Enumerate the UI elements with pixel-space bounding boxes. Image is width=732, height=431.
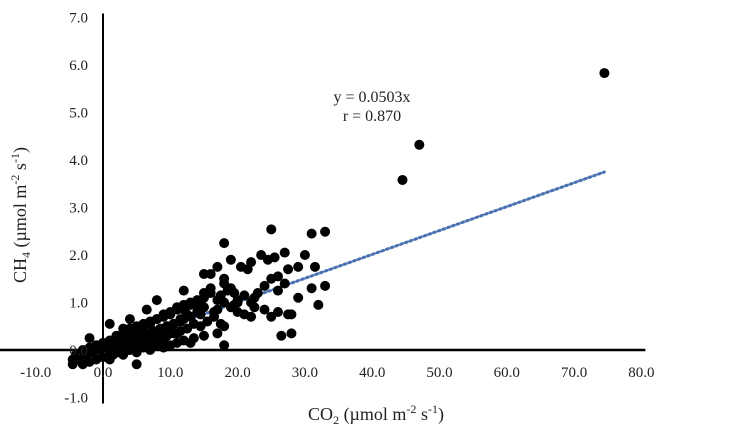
data-point [283, 264, 294, 275]
data-point [320, 280, 331, 291]
y-tick-label: -1.0 [64, 391, 88, 407]
data-point [172, 328, 183, 339]
y-tick-label: 2.0 [69, 248, 88, 264]
data-point [195, 309, 206, 320]
data-point [77, 359, 88, 370]
data-point [212, 261, 223, 272]
data-point [313, 299, 324, 310]
data-point [279, 278, 290, 289]
data-point [185, 337, 196, 348]
y-axis-label: CH4 (µmol m-2 s-1) [8, 147, 33, 283]
data-point [414, 139, 425, 150]
data-point [266, 273, 277, 284]
x-tick-label: 0.0 [94, 365, 113, 381]
data-point [232, 297, 243, 308]
data-point [158, 335, 169, 346]
data-point [215, 318, 226, 329]
data-point [118, 323, 129, 334]
data-point [178, 285, 189, 296]
data-point [266, 224, 277, 235]
data-point [141, 304, 152, 315]
x-tick-label: 70.0 [561, 365, 587, 381]
x-tick-label: 40.0 [359, 365, 385, 381]
data-points-group [67, 68, 610, 370]
y-tick-label: 1.0 [69, 296, 88, 312]
data-point [309, 261, 320, 272]
x-tick-labels: -10.0 0.0 10.0 20.0 30.0 40.0 50.0 60.0 70.0 80.0 [20, 365, 654, 381]
y-tick-labels: -1.0 0.0 1.0 2.0 3.0 4.0 5.0 6.0 7.0 [64, 11, 88, 407]
data-point [94, 340, 105, 351]
data-point [299, 250, 310, 260]
data-point [198, 330, 209, 341]
data-point [266, 311, 277, 322]
data-point [286, 328, 297, 339]
data-point [215, 290, 226, 301]
y-tick-label: 3.0 [69, 201, 88, 217]
y-tick-label: 0.0 [69, 343, 88, 359]
data-point [599, 68, 610, 79]
data-point [259, 280, 270, 291]
data-point [259, 304, 270, 315]
data-point [279, 247, 290, 258]
data-point [151, 295, 162, 306]
data-point [306, 283, 317, 294]
x-tick-label: 80.0 [628, 365, 654, 381]
x-tick-label: -10.0 [20, 365, 51, 381]
data-point [283, 309, 294, 320]
x-tick-label: 50.0 [426, 365, 452, 381]
data-point [225, 254, 236, 265]
data-point [219, 340, 230, 351]
data-point [198, 269, 209, 279]
y-tick-label: 4.0 [69, 153, 88, 169]
data-point [249, 302, 260, 313]
data-point [306, 228, 317, 239]
data-point [276, 330, 287, 341]
y-tick-label: 7.0 [69, 11, 88, 27]
data-point [397, 174, 408, 185]
data-point [293, 261, 304, 272]
data-point [225, 283, 236, 294]
data-point [320, 226, 331, 237]
data-point [272, 285, 283, 296]
data-point [198, 288, 209, 298]
data-point [131, 359, 142, 370]
data-point [212, 328, 223, 339]
y-tick-label: 5.0 [69, 106, 88, 122]
data-point [256, 250, 267, 260]
y-tick-label: 6.0 [69, 58, 88, 74]
data-point [235, 261, 246, 272]
trendline-equation: y = 0.0503x [333, 89, 410, 106]
x-tick-label: 60.0 [494, 365, 520, 381]
correlation-coefficient: r = 0.870 [343, 108, 401, 125]
data-point [124, 314, 135, 325]
data-point [293, 292, 304, 303]
x-tick-label: 30.0 [292, 365, 318, 381]
data-point [104, 318, 115, 329]
x-axis-label: CO2 (µmol m-2 s-1) [308, 402, 444, 427]
data-point [219, 238, 230, 249]
x-tick-label: 10.0 [157, 365, 183, 381]
x-tick-label: 20.0 [224, 365, 250, 381]
data-point [84, 333, 95, 344]
